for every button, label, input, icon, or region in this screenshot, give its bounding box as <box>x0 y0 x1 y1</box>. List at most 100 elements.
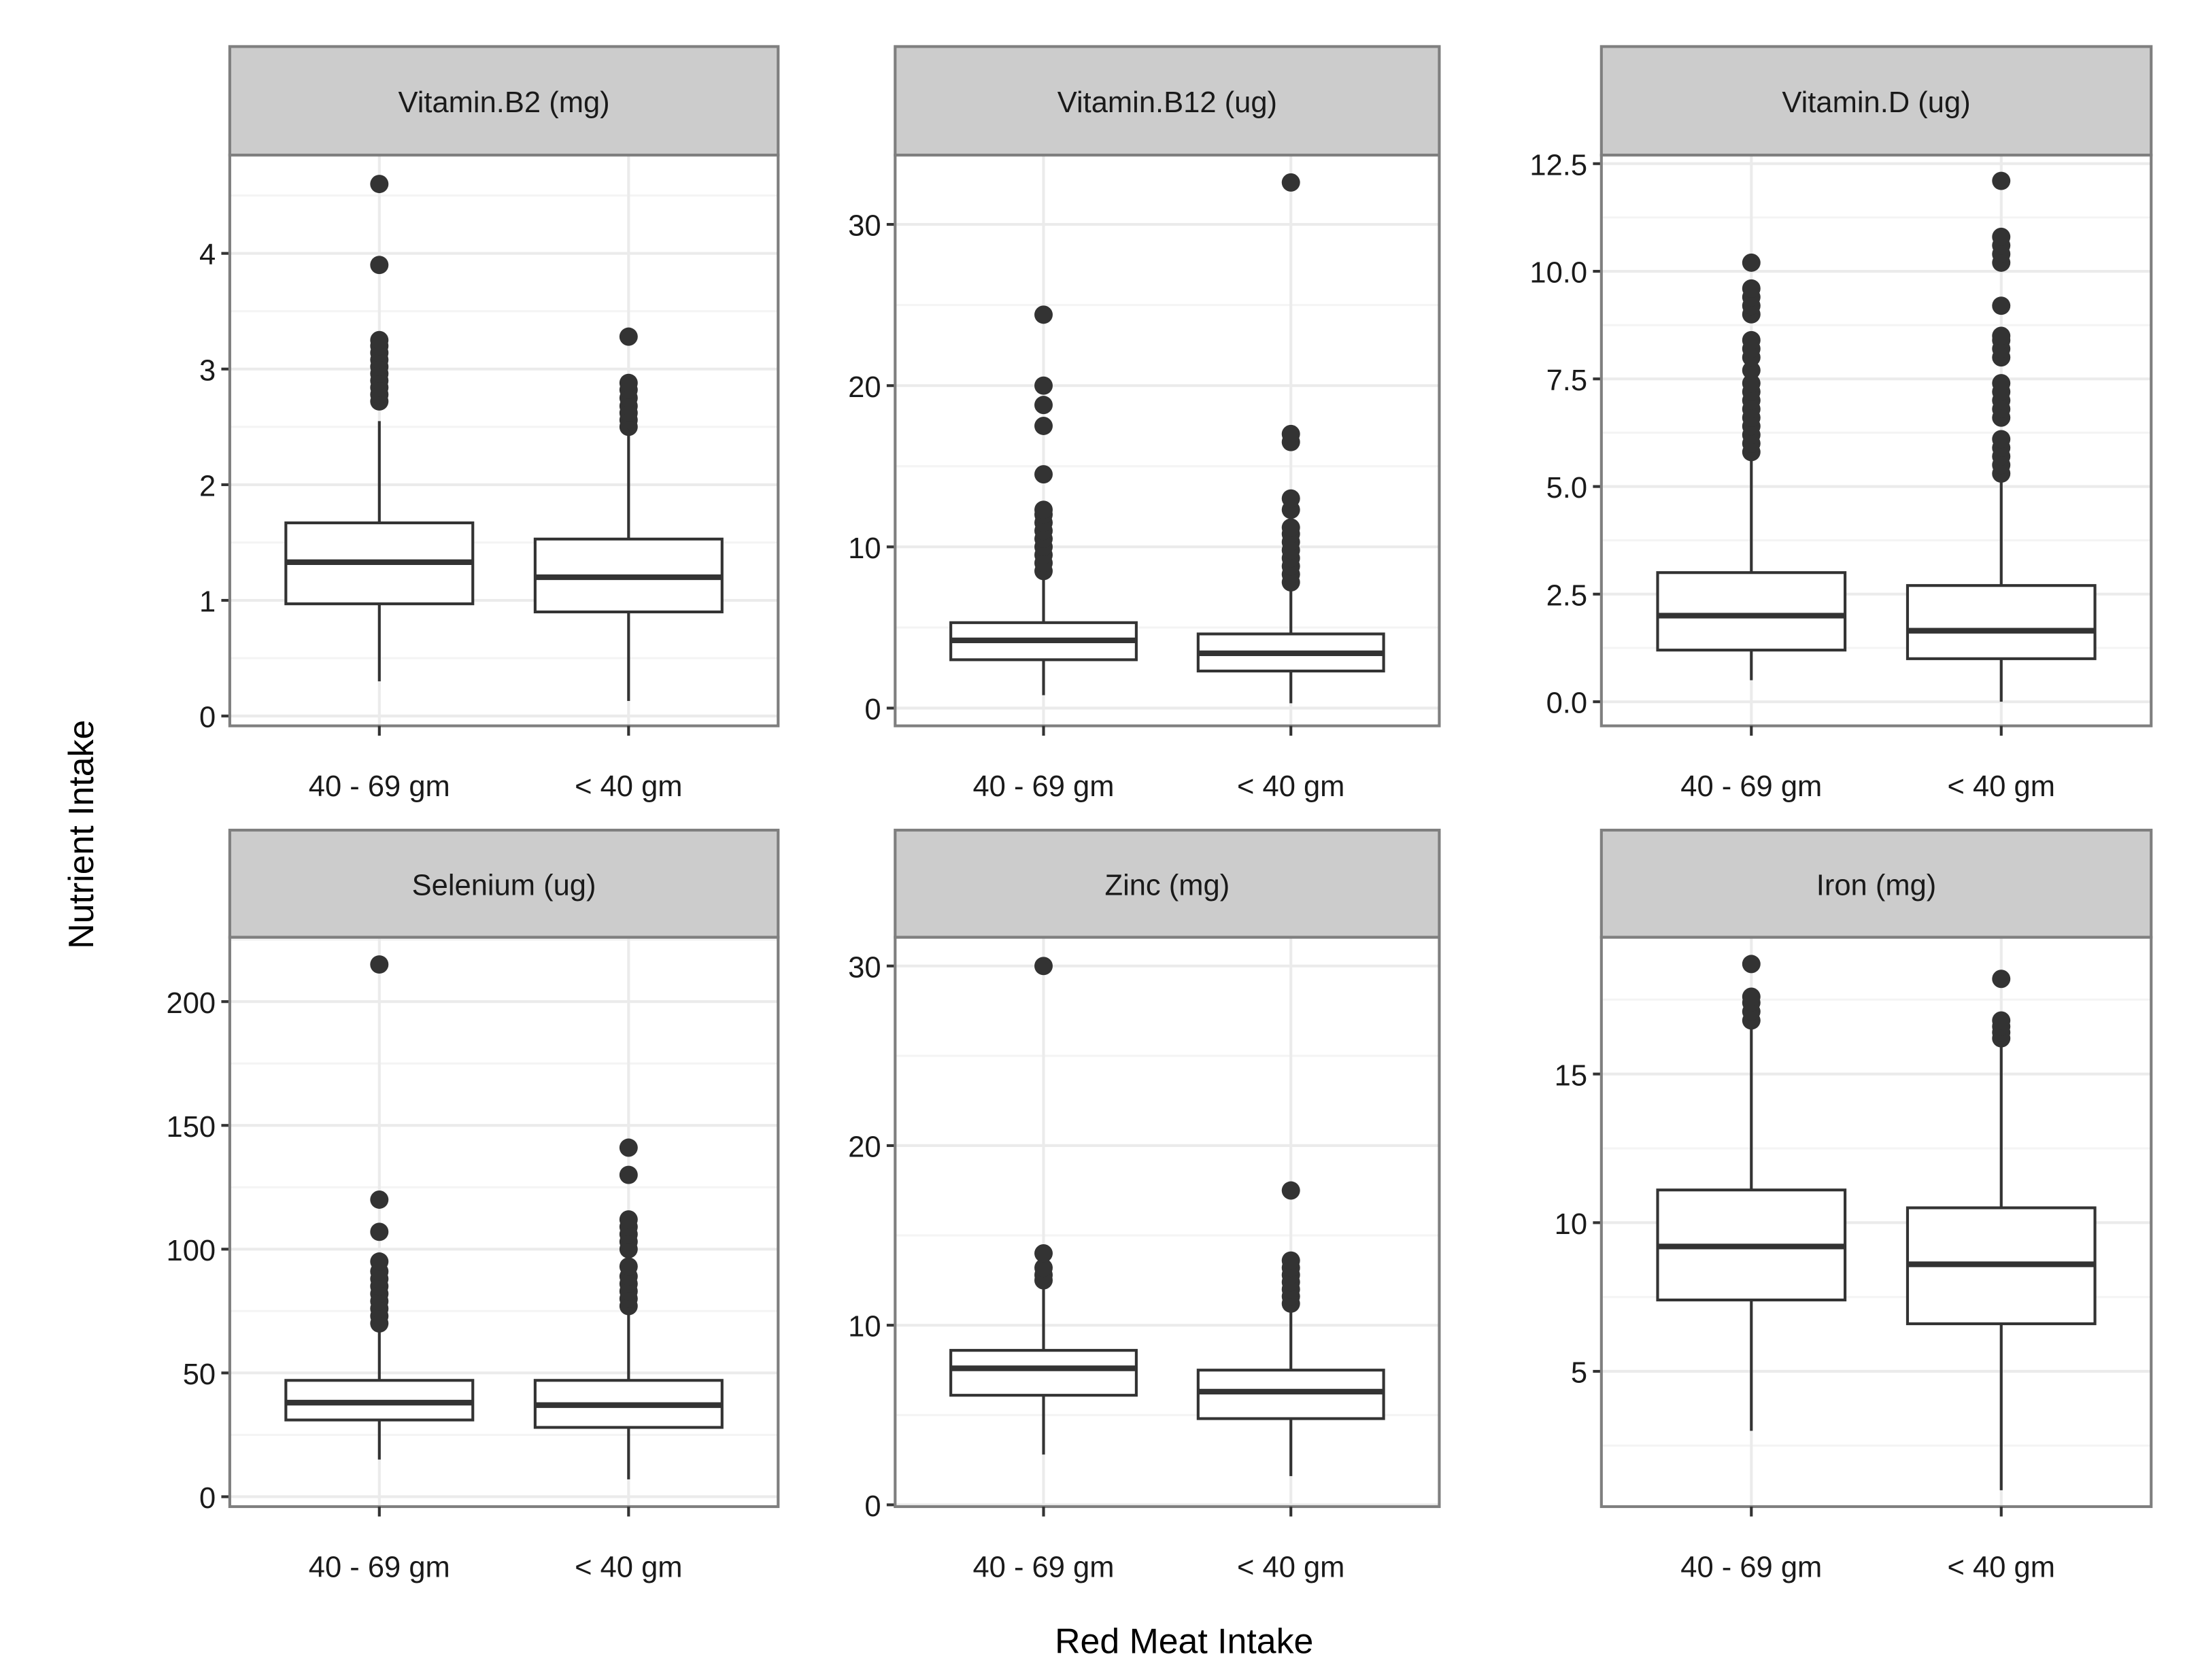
y-tick-label: 20 <box>848 371 881 404</box>
y-tick-label: 2 <box>199 470 216 502</box>
y-tick-label: 30 <box>848 951 881 984</box>
y-tick-label: 50 <box>183 1358 216 1391</box>
outlier-point <box>619 1257 638 1276</box>
outlier-point <box>1992 326 2011 345</box>
outlier-point <box>1992 171 2011 190</box>
y-tick-label: 200 <box>167 987 216 1020</box>
outlier-point <box>1281 424 1300 443</box>
outlier-point <box>1742 955 1761 974</box>
x-tick-label: 40 - 69 gm <box>1680 1552 1822 1584</box>
x-tick-label: 40 - 69 gm <box>972 770 1114 803</box>
outlier-point <box>1992 374 2011 393</box>
x-tick-label: 40 - 69 gm <box>309 770 450 803</box>
facet-strip <box>894 45 1441 157</box>
box-1 <box>533 327 724 702</box>
facet-title: Iron (mg) <box>1816 869 1937 902</box>
box-0 <box>284 175 475 682</box>
iqr-box <box>1905 584 2097 660</box>
outlier-point <box>370 175 389 194</box>
y-tick-label: 10 <box>848 1311 881 1343</box>
x-tick-label: < 40 gm <box>575 1552 682 1584</box>
y-tick-label: 5.0 <box>1546 472 1588 504</box>
y-tick-label: 10.0 <box>1529 257 1587 290</box>
outlier-point <box>370 1222 389 1241</box>
outlier-point <box>1034 500 1053 519</box>
outlier-point <box>619 1165 638 1184</box>
facet-title: Vitamin.B2 (mg) <box>398 86 609 119</box>
facet-strip <box>1599 45 2153 157</box>
outlier-point <box>370 330 389 349</box>
x-tick-label: 40 - 69 gm <box>309 1552 450 1584</box>
x-tick-label: 40 - 69 gm <box>972 1552 1114 1584</box>
y-tick-label: 150 <box>167 1111 216 1144</box>
y-tick-label: 5 <box>1571 1357 1587 1390</box>
outlier-point <box>1034 396 1053 415</box>
panel-background <box>229 155 779 726</box>
outlier-point <box>1034 376 1053 395</box>
y-tick-label: 10 <box>848 532 881 565</box>
outlier-point <box>1992 296 2011 315</box>
facet-strip <box>894 828 1441 939</box>
x-tick-label: 40 - 69 gm <box>1680 770 1822 803</box>
x-axis-title: Red Meat Intake <box>1055 1622 1313 1661</box>
outlier-point <box>1281 1181 1300 1200</box>
y-tick-label: 0 <box>199 702 216 734</box>
facet-title: Zinc (mg) <box>1104 869 1230 902</box>
outlier-point <box>1992 970 2011 989</box>
iqr-box <box>1656 571 1847 652</box>
panel-3: 0 50 100 150 200 Selenium (ug) 40 - 69 gm < 40 … <box>167 828 780 1584</box>
facet-title: Vitamin.B12 (ug) <box>1057 86 1277 119</box>
outlier-point <box>370 1190 389 1209</box>
y-tick-label: 30 <box>848 210 881 243</box>
outlier-point <box>619 373 638 392</box>
outlier-point <box>1281 173 1300 192</box>
outlier-point <box>1742 279 1761 298</box>
x-tick-label: < 40 gm <box>1948 770 2055 803</box>
outlier-point <box>1281 489 1300 508</box>
facet-strip <box>228 45 780 157</box>
outlier-point <box>1034 957 1053 976</box>
panel-2: 0.0 2.5 5.0 7.5 10.0 12.5 Vitamin.D (ug) 40 - 6… <box>1529 45 2153 803</box>
outlier-point <box>1034 1258 1053 1278</box>
y-tick-label: 0 <box>199 1482 216 1515</box>
box-0 <box>949 305 1138 696</box>
x-tick-label: < 40 gm <box>575 770 682 803</box>
outlier-point <box>1742 987 1761 1006</box>
outlier-point <box>1034 305 1053 324</box>
y-tick-label: 4 <box>199 239 216 271</box>
box-0 <box>284 955 475 1460</box>
outlier-point <box>1992 430 2011 449</box>
outlier-point <box>1742 330 1761 349</box>
outlier-point <box>619 1138 638 1157</box>
outlier-point <box>1034 1244 1053 1263</box>
outlier-point <box>370 1252 389 1271</box>
box-1 <box>1196 1181 1385 1477</box>
y-tick-label: 0 <box>864 1490 881 1523</box>
outlier-point <box>1034 417 1053 435</box>
facet-strip <box>228 828 780 939</box>
box-1 <box>1196 173 1385 704</box>
y-tick-label: 7.5 <box>1546 364 1588 397</box>
y-tick-label: 3 <box>199 354 216 387</box>
x-tick-label: < 40 gm <box>1237 770 1344 803</box>
facet-strip <box>1599 828 2153 939</box>
panel-1: 0 10 20 30 Vitamin.B12 (ug) 40 - 69 gm < 40 gm <box>848 45 1441 803</box>
outlier-point <box>619 327 638 346</box>
y-tick-label: 100 <box>167 1235 216 1267</box>
outlier-point <box>1992 1011 2011 1030</box>
y-tick-label: 0 <box>864 693 881 726</box>
x-tick-label: < 40 gm <box>1237 1552 1344 1584</box>
y-tick-label: 15 <box>1555 1059 1587 1092</box>
outlier-point <box>1742 374 1761 393</box>
outlier-point <box>1281 1251 1300 1270</box>
outlier-point <box>370 256 389 275</box>
box-0 <box>1656 955 1847 1431</box>
y-tick-label: 20 <box>848 1131 881 1164</box>
box-1 <box>533 1138 724 1479</box>
outlier-point <box>1281 518 1300 537</box>
box-1 <box>1905 970 2097 1490</box>
outlier-point <box>619 1210 638 1229</box>
outlier-point <box>370 955 389 974</box>
outlier-point <box>1992 227 2011 246</box>
